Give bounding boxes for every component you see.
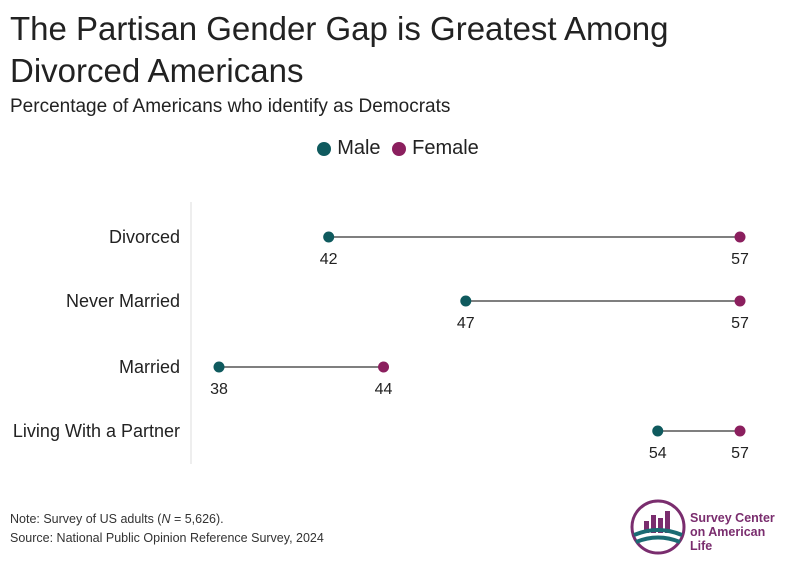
female-value-label-living-with-a-partner: 57 xyxy=(731,445,749,462)
male-point-married xyxy=(213,361,225,373)
male-point-living-with-a-partner xyxy=(652,425,664,437)
female-point-living-with-a-partner xyxy=(734,425,746,437)
survey-center-logo: Survey Center on American Life xyxy=(628,497,788,557)
legend-label-male: Male xyxy=(337,137,381,159)
legend-item-male: Male xyxy=(317,137,381,160)
chart-title: The Partisan Gender Gap is Greatest Amon… xyxy=(10,10,669,89)
legend-dot-male xyxy=(317,141,332,156)
category-label-never-married: Never Married xyxy=(66,291,180,311)
footnote: Note: Survey of US adults (N = 5,626). S… xyxy=(10,510,324,548)
category-label-living-with-a-partner: Living With a Partner xyxy=(13,421,180,441)
chart-subtitle: Percentage of Americans who identify as … xyxy=(10,96,451,117)
male-value-label-living-with-a-partner: 54 xyxy=(649,445,667,462)
male-point-never-married xyxy=(460,295,472,307)
source-text: Source: National Public Opinion Referenc… xyxy=(10,531,324,545)
female-value-label-divorced: 57 xyxy=(731,251,749,268)
legend-item-female: Female xyxy=(392,137,479,160)
male-value-label-married: 38 xyxy=(210,381,228,398)
logo-mark-icon xyxy=(630,499,686,555)
female-point-married xyxy=(378,361,390,373)
female-point-never-married xyxy=(734,295,746,307)
female-value-label-never-married: 57 xyxy=(731,315,749,332)
legend: Male Female xyxy=(0,137,796,162)
male-value-label-divorced: 42 xyxy=(320,251,338,268)
male-point-divorced xyxy=(323,231,335,243)
female-value-label-married: 44 xyxy=(375,381,393,398)
male-value-label-never-married: 47 xyxy=(457,315,475,332)
legend-label-female: Female xyxy=(412,137,479,159)
category-label-divorced: Divorced xyxy=(109,227,180,247)
dumbbell-chart: Divorced 42 57 Never Married 47 57 Married 38 44… xyxy=(13,202,749,464)
legend-dot-female xyxy=(392,141,407,156)
note-text: Note: Survey of US adults (N = 5,626). xyxy=(10,512,224,526)
category-label-married: Married xyxy=(119,357,180,377)
logo-text: Survey Center on American Life xyxy=(690,511,775,553)
female-point-divorced xyxy=(734,231,746,243)
